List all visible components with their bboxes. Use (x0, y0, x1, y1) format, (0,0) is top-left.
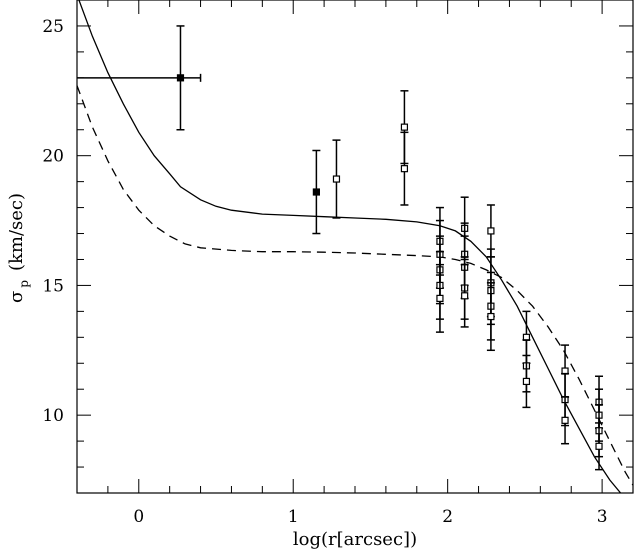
y-axis-label-symbol: σ (6, 291, 27, 303)
model-curves (77, 0, 633, 493)
y-axis-label: σp (km/sec) (6, 193, 31, 303)
open-data-point (400, 123, 409, 131)
filled-data-point (176, 74, 185, 82)
open-data-point (561, 416, 569, 424)
model-curve-solid (78, 0, 622, 493)
filled-data-point (312, 188, 320, 196)
y-tick-label: 10 (42, 406, 64, 426)
open-data-point (595, 442, 603, 450)
x-axis-label: log(r[arcsec]) (293, 529, 417, 550)
data-points (77, 25, 604, 471)
x-tick-label: 0 (133, 507, 144, 527)
open-data-point (487, 312, 495, 321)
open-data-point (487, 227, 495, 235)
axis-ticks (76, 0, 634, 494)
axis-tick-labels: 0 1 2 3 10 15 20 25 (42, 17, 607, 527)
y-tick-label: 15 (42, 276, 64, 296)
x-tick-label: 3 (597, 507, 608, 527)
x-tick-label: 1 (288, 507, 299, 527)
y-axis-label-unit: (km/sec) (6, 193, 27, 271)
y-tick-label: 25 (42, 17, 64, 37)
y-tick-label: 20 (42, 147, 64, 167)
svg-text:σp(km/sec): σp (km/sec) (6, 193, 31, 303)
model-curve-dashed (77, 85, 633, 486)
open-data-point (522, 377, 531, 386)
plot-frame (76, 0, 634, 494)
open-data-point (400, 165, 409, 173)
open-data-point (436, 294, 444, 302)
open-data-point (332, 175, 341, 183)
open-data-point (461, 292, 469, 300)
y-axis-label-subscript: p (17, 280, 31, 288)
x-tick-label: 2 (442, 507, 453, 527)
